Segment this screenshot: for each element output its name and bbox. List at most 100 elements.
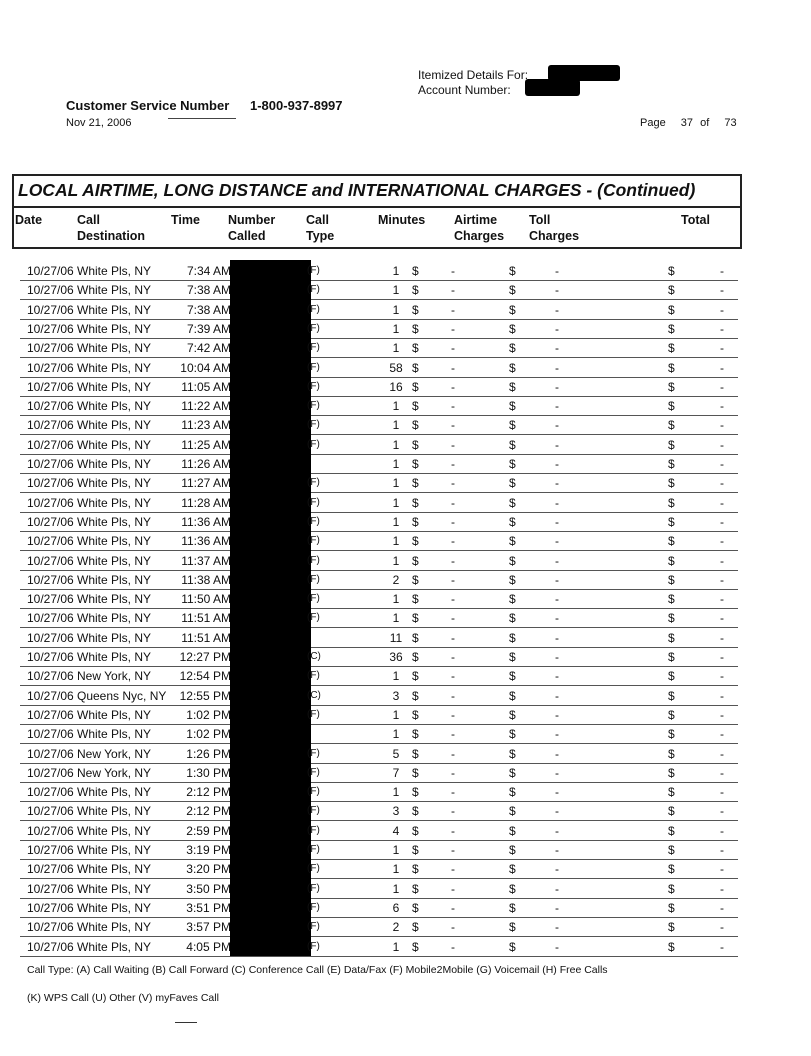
time-cell: 11:26 AM [181, 457, 231, 471]
call-type-cell: (F) [307, 496, 320, 508]
table-row: 10/27/06 New York, NY 1:26 PM (F) 5 $ - $ - $ - [20, 742, 738, 764]
total-currency: $ [668, 553, 675, 568]
airtime-charge: - [451, 630, 455, 645]
total-charge: - [720, 379, 724, 394]
total-charge: - [720, 283, 724, 298]
date-cell: 10/27/06 [27, 534, 74, 549]
redacted-number-called [230, 703, 311, 724]
customer-service-label: Customer Service Number [66, 98, 230, 113]
divider [168, 118, 236, 119]
destination-cell: White Pls, NY [77, 283, 152, 298]
redacted-number-called [230, 588, 311, 609]
redacted-number-called [230, 626, 311, 647]
redacted-number-called [230, 665, 311, 686]
toll-charge: - [555, 476, 559, 491]
airtime-charge: - [451, 746, 455, 761]
airtime-currency: $ [412, 514, 419, 529]
airtime-charge: - [451, 765, 455, 780]
minutes-cell: 1 [392, 534, 400, 549]
airtime-charge: - [451, 785, 455, 800]
redacted-number-called [230, 684, 311, 705]
redacted-number-called [230, 607, 311, 628]
destination-cell: White Pls, NY [77, 843, 152, 857]
airtime-charge: - [451, 321, 455, 336]
table-row: 10/27/06 White Pls, NY 11:51 AM (F) 1 $ - $ - $ - [20, 607, 738, 629]
destination-cell: White Pls, NY [77, 534, 152, 549]
toll-currency: $ [509, 669, 516, 684]
toll-charge: - [555, 399, 559, 414]
total-charge: - [720, 881, 724, 896]
toll-currency: $ [509, 379, 516, 394]
call-type-cell: (F) [307, 573, 320, 585]
time-cell: 10:04 AM [180, 360, 231, 375]
total-currency: $ [668, 514, 675, 529]
airtime-currency: $ [412, 939, 419, 954]
time-cell: 7:39 AM [186, 321, 231, 336]
total-currency: $ [668, 264, 675, 278]
table-row: 10/27/06 White Pls, NY 11:50 AM (F) 1 $ - $ - $ - [20, 588, 738, 610]
call-type-cell: (F) [307, 361, 320, 373]
minutes-cell: 1 [392, 399, 400, 414]
total-currency: $ [668, 534, 675, 549]
call-type-cell: (F) [307, 901, 320, 913]
total-charge: - [720, 650, 724, 664]
total-charge: - [720, 843, 724, 857]
toll-charge: - [555, 495, 559, 510]
date-cell: 10/27/06 [27, 727, 74, 742]
date-cell: 10/27/06 [27, 707, 74, 722]
airtime-currency: $ [412, 321, 419, 336]
airtime-currency: $ [412, 823, 419, 838]
airtime-charge: - [451, 881, 455, 896]
total-currency: $ [668, 572, 675, 587]
column-header-number-called: Number Called [228, 213, 276, 243]
minutes-cell: 1 [392, 437, 400, 452]
date-cell: 10/27/06 [27, 379, 74, 394]
toll-currency: $ [509, 843, 516, 857]
time-cell: 7:34 AM [186, 264, 231, 278]
date-cell: 10/27/06 [27, 746, 74, 761]
minutes-cell: 1 [392, 341, 400, 356]
airtime-currency: $ [412, 553, 419, 568]
toll-charge: - [555, 785, 559, 800]
minutes-cell: 1 [392, 592, 400, 607]
toll-charge: - [555, 283, 559, 298]
airtime-currency: $ [412, 399, 419, 414]
call-type-cell: (F) [307, 419, 320, 431]
minutes-cell: 3 [392, 804, 400, 819]
total-charge: - [720, 553, 724, 568]
time-cell: 12:27 PM [179, 650, 231, 664]
call-type-cell: (F) [307, 670, 320, 682]
table-row: 10/27/06 White Pls, NY 3:19 PM (F) 1 $ - $ - $ - [20, 839, 738, 860]
time-cell: 12:54 PM [179, 669, 231, 684]
airtime-currency: $ [412, 862, 419, 877]
total-charge: - [720, 534, 724, 549]
destination-cell: White Pls, NY [77, 321, 152, 336]
total-currency: $ [668, 495, 675, 510]
toll-charge: - [555, 302, 559, 317]
airtime-currency: $ [412, 688, 419, 703]
total-charge: - [720, 823, 724, 838]
total-currency: $ [668, 746, 675, 761]
call-type-cell: (F) [307, 400, 320, 412]
destination-cell: White Pls, NY [77, 707, 152, 722]
date-cell: 10/27/06 [27, 321, 74, 336]
airtime-currency: $ [412, 572, 419, 587]
total-charge: - [720, 765, 724, 780]
date-cell: 10/27/06 [27, 804, 74, 819]
destination-cell: White Pls, NY [77, 611, 152, 626]
time-cell: 1:02 PM [186, 707, 231, 722]
airtime-currency: $ [412, 592, 419, 607]
airtime-charge: - [451, 360, 455, 375]
date-cell: 10/27/06 [27, 630, 74, 645]
toll-currency: $ [509, 746, 516, 761]
date-cell: 10/27/06 [27, 437, 74, 452]
date-cell: 10/27/06 [27, 302, 74, 317]
time-cell: 7:38 AM [186, 283, 231, 298]
call-type-cell: (F) [307, 708, 320, 720]
redacted-number-called [230, 819, 311, 840]
redacted-number-called [230, 510, 311, 531]
minutes-cell: 2 [392, 920, 400, 935]
section-title: LOCAL AIRTIME, LONG DISTANCE and INTERNA… [18, 180, 696, 200]
toll-currency: $ [509, 283, 516, 298]
toll-charge: - [555, 264, 559, 278]
